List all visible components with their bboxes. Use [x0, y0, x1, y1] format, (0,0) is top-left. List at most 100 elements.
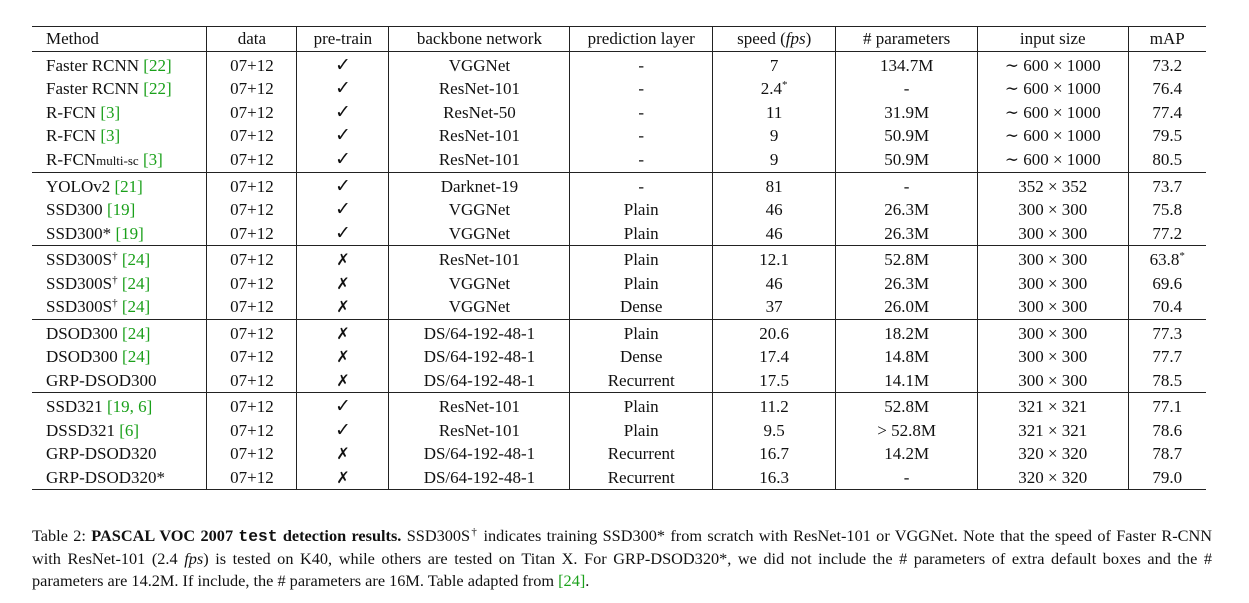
speed-cell: 46: [711, 198, 836, 222]
input-size-cell: ∼ 600 × 1000: [976, 124, 1129, 148]
citation-link[interactable]: [3]: [100, 126, 121, 146]
backbone-cell: ResNet-101: [388, 245, 570, 272]
citation-link[interactable]: [22]: [143, 55, 172, 75]
citation-link[interactable]: [22]: [143, 79, 172, 99]
citation-link[interactable]: [19]: [106, 200, 136, 220]
speed-value: 12.1: [759, 250, 790, 270]
speed-value: 11.2: [759, 397, 789, 417]
citation-link[interactable]: [3]: [142, 149, 163, 169]
table-row: SSD300S† [24] 07+12 ✗ ResNet-101 Plain 12.1 52…: [32, 245, 1206, 272]
prediction-cell: Plain: [569, 319, 713, 345]
speed-value: 17.5: [759, 370, 790, 390]
header-map: mAP: [1127, 26, 1206, 51]
header-prediction: prediction layer: [569, 26, 713, 51]
pretrain-cell: ✓: [296, 221, 389, 246]
speed-value: 20.6: [759, 323, 790, 343]
map-value: 73.2: [1152, 55, 1183, 75]
method-name: R-FCN: [46, 149, 97, 169]
input-size-cell: 320 × 320: [976, 465, 1129, 490]
input-size-cell: 300 × 300: [976, 271, 1129, 295]
caption-title-a: PASCAL VOC 2007: [91, 526, 239, 545]
backbone-cell: DS/64-192-48-1: [388, 319, 570, 345]
cross-icon: ✗: [336, 273, 350, 293]
prediction-cell: -: [569, 147, 713, 172]
data-cell: 07+12: [206, 345, 297, 369]
citation-link[interactable]: [24]: [122, 347, 151, 367]
data-cell: 07+12: [206, 221, 297, 246]
speed-cell: 37: [711, 295, 836, 319]
citation-link[interactable]: [24]: [121, 273, 151, 293]
speed-value: 16.7: [759, 444, 790, 464]
method-name: DSOD300: [46, 323, 123, 343]
prediction-cell: -: [569, 172, 713, 198]
backbone-cell: ResNet-101: [388, 147, 570, 172]
map-value: 77.4: [1152, 102, 1183, 122]
method-cell: SSD300S† [24]: [32, 295, 207, 319]
citation-link[interactable]: [24]: [122, 323, 151, 343]
check-icon: ✓: [334, 198, 351, 221]
prediction-cell: Dense: [569, 345, 713, 369]
pretrain-cell: ✓: [296, 418, 389, 442]
method-cell: SSD300* [19]: [32, 222, 207, 246]
map-value: 80.5: [1152, 150, 1183, 169]
table-group: DSOD300 [24] 07+12 ✗ DS/64-192-48-1 Plain 20.…: [32, 319, 1206, 393]
data-cell: 07+12: [206, 295, 297, 319]
caption-fps: fps: [184, 549, 204, 568]
citation-link[interactable]: [19, 6]: [106, 397, 153, 417]
caption-title-b: detection results.: [277, 526, 402, 545]
method-name: SSD300S: [46, 273, 113, 293]
citation-link[interactable]: [19]: [115, 223, 144, 243]
table-row: DSOD300 [24] 07+12 ✗ DS/64-192-48-1 Dense 17.…: [32, 345, 1206, 369]
caption-text-1: SSD300S: [401, 526, 471, 545]
citation-link[interactable]: [3]: [100, 102, 121, 122]
speed-value: 81: [765, 176, 783, 196]
map-cell: 77.1: [1127, 392, 1206, 419]
caption-label: Table 2:: [32, 526, 92, 545]
data-cell: 07+12: [206, 147, 297, 172]
speed-value: 16.3: [759, 467, 790, 487]
input-size-cell: ∼ 600 × 1000: [976, 147, 1129, 172]
map-value: 78.6: [1152, 420, 1183, 440]
citation-link[interactable]: [21]: [114, 176, 143, 196]
method-cell: GRP-DSOD300: [32, 369, 207, 393]
pretrain-cell: ✗: [296, 245, 389, 272]
prediction-cell: Recurrent: [569, 368, 713, 393]
method-cell: SSD300S† [24]: [32, 272, 207, 296]
table-row: SSD300S† [24] 07+12 ✗ VGGNet Plain 46 26.3M 300…: [32, 271, 1206, 296]
table-row: SSD321 [19, 6] 07+12 ✓ ResNet-101 Plain 11.2 5…: [32, 392, 1206, 419]
prediction-cell: Plain: [569, 198, 713, 222]
map-value: 70.4: [1152, 297, 1183, 317]
citation-link[interactable]: [24]: [121, 250, 151, 270]
params-cell: -: [835, 465, 978, 490]
params-cell: 14.1M: [835, 368, 978, 393]
map-value: 77.3: [1152, 323, 1183, 343]
speed-cell: 11.2: [711, 392, 836, 419]
citation-link[interactable]: [24]: [121, 297, 151, 317]
method-name: SSD300S: [46, 297, 113, 317]
input-size-cell: 300 × 300: [976, 368, 1129, 393]
params-cell: -: [835, 172, 978, 198]
check-icon: ✓: [334, 174, 351, 197]
prediction-cell: -: [569, 51, 713, 77]
check-icon: ✓: [334, 100, 351, 123]
params-cell: 50.9M: [835, 147, 978, 172]
map-value: 79.5: [1152, 126, 1183, 146]
caption-citation-link[interactable]: [24]: [558, 571, 586, 590]
table-row: SSD300S† [24] 07+12 ✗ VGGNet Dense 37 26.0M 300…: [32, 295, 1206, 319]
method-name: DSOD300: [46, 347, 123, 367]
method-cell: YOLOv2 [21]: [32, 172, 207, 198]
backbone-cell: VGGNet: [388, 295, 570, 319]
method-name: GRP-DSOD320: [46, 444, 157, 464]
data-cell: 07+12: [206, 319, 297, 345]
method-cell: R-FCN [3]: [32, 101, 207, 125]
method-superscript: †: [112, 250, 118, 263]
method-name: YOLOv2: [46, 176, 115, 196]
citation-link[interactable]: [6]: [119, 420, 140, 440]
speed-value: 9: [769, 150, 779, 169]
map-value: 79.0: [1152, 467, 1183, 487]
map-cell: 77.4: [1127, 100, 1206, 124]
pretrain-cell: ✗: [296, 465, 389, 490]
params-cell: 26.0M: [835, 295, 978, 319]
backbone-cell: VGGNet: [388, 271, 570, 295]
method-superscript: †: [112, 297, 118, 310]
